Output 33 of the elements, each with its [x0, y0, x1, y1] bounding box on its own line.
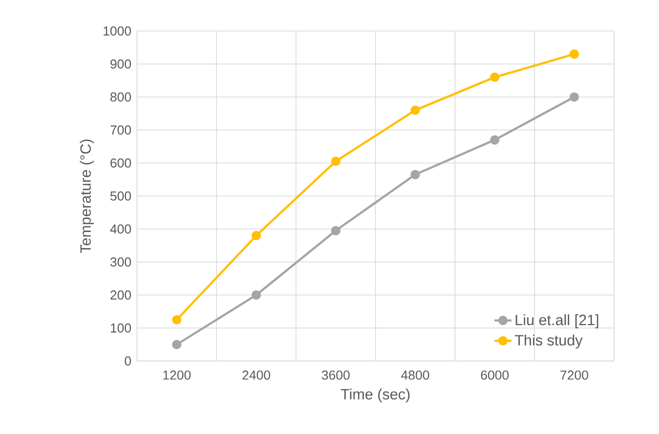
- point: [410, 170, 420, 180]
- x-tick-label: 6000: [481, 370, 509, 380]
- x-tick-label: 4800: [401, 370, 430, 380]
- y-tick-label: 900: [110, 59, 131, 69]
- x-axis-title: Time (sec): [340, 388, 410, 402]
- y-tick-label: 500: [110, 191, 131, 201]
- point: [570, 49, 579, 59]
- y-tick-label: 1000: [104, 26, 131, 36]
- legend-label: Liu et.all [21]: [516, 314, 598, 328]
- y-tick-label: 300: [110, 257, 131, 267]
- legend-label: This study: [514, 334, 583, 349]
- y-tick-label: 400: [110, 224, 131, 234]
- y-axis-title: Temperature (°C): [80, 140, 94, 254]
- point: [570, 92, 579, 102]
- point: [331, 156, 340, 166]
- y-tick-label: 700: [110, 125, 131, 135]
- y-tick-label: 200: [110, 290, 131, 300]
- point: [252, 290, 261, 300]
- y-tick-label: 100: [110, 323, 131, 333]
- x-tick-label: 2400: [242, 370, 270, 380]
- x-tick-label: 3600: [322, 370, 350, 380]
- point: [252, 230, 261, 240]
- point: [490, 72, 500, 82]
- x-tick-label: 1200: [163, 370, 191, 380]
- point: [172, 340, 182, 350]
- y-tick-label: 600: [110, 158, 131, 168]
- x-tick-label: 7200: [560, 370, 588, 380]
- point: [331, 226, 340, 236]
- y-tick-label: 800: [110, 92, 131, 102]
- point: [490, 135, 500, 145]
- y-tick-label: 0: [124, 356, 131, 366]
- point: [410, 106, 420, 115]
- point: [172, 315, 182, 324]
